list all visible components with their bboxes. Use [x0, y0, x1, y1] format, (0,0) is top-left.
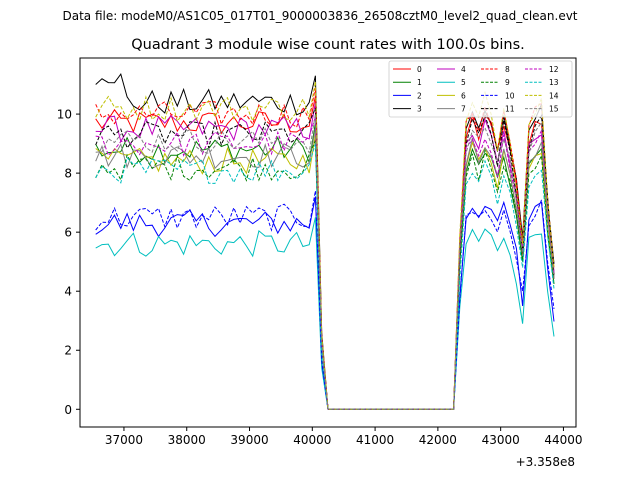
x-tick-label: 41000: [356, 433, 394, 447]
legend-label: 14: [549, 91, 559, 100]
legend-label: 8: [505, 65, 510, 74]
series-line-14: [95, 81, 555, 410]
x-tick-label: 38000: [168, 433, 206, 447]
x-axis-offset-label: +3.358e8: [516, 455, 575, 469]
legend-label: 2: [417, 91, 422, 100]
plot-lines: [95, 72, 555, 410]
chart-title: Quadrant 3 module wise count rates with …: [131, 37, 525, 53]
series-line-3: [95, 72, 555, 410]
y-tick-label: 10: [57, 108, 72, 122]
legend-label: 13: [549, 78, 559, 87]
series-line-8: [95, 87, 555, 410]
x-tick-label: 40000: [293, 433, 331, 447]
series-line-10: [95, 190, 555, 410]
legend-label: 5: [461, 78, 466, 87]
legend-label: 15: [549, 105, 559, 114]
legend-label: 3: [417, 105, 422, 114]
x-tick-label: 37000: [105, 433, 143, 447]
data-file-subtitle: Data file: modeM0/AS1C05_017T01_90000038…: [62, 9, 577, 23]
legend-label: 10: [505, 91, 515, 100]
y-tick-label: 0: [64, 403, 72, 417]
y-tick-label: 6: [64, 226, 72, 240]
x-tick-label: 39000: [230, 433, 268, 447]
legend-label: 4: [461, 65, 466, 74]
legend-label: 0: [417, 65, 422, 74]
x-tick-label: 43000: [482, 433, 520, 447]
y-tick-label: 4: [64, 285, 72, 299]
x-axis: 37000 38000 39000 40000 41000 42000 43000 44000: [105, 427, 583, 447]
series-line-0: [95, 96, 555, 410]
x-tick-label: 44000: [544, 433, 582, 447]
x-tick-label: 42000: [419, 433, 457, 447]
series-line-13: [95, 143, 555, 410]
axes-frame: [79, 57, 577, 428]
legend-label: 7: [461, 105, 466, 114]
y-tick-label: 8: [64, 167, 72, 181]
y-tick-label: 2: [64, 344, 72, 358]
legend-label: 1: [417, 78, 422, 87]
legend-label: 9: [505, 78, 510, 87]
series-line-15: [95, 114, 555, 410]
legend-box: [388, 60, 573, 118]
legend-label: 11: [505, 105, 515, 114]
y-axis: 0 2 4 6 8 10: [57, 108, 80, 417]
legend-label: 6: [461, 91, 466, 100]
legend-label: 12: [549, 65, 559, 74]
